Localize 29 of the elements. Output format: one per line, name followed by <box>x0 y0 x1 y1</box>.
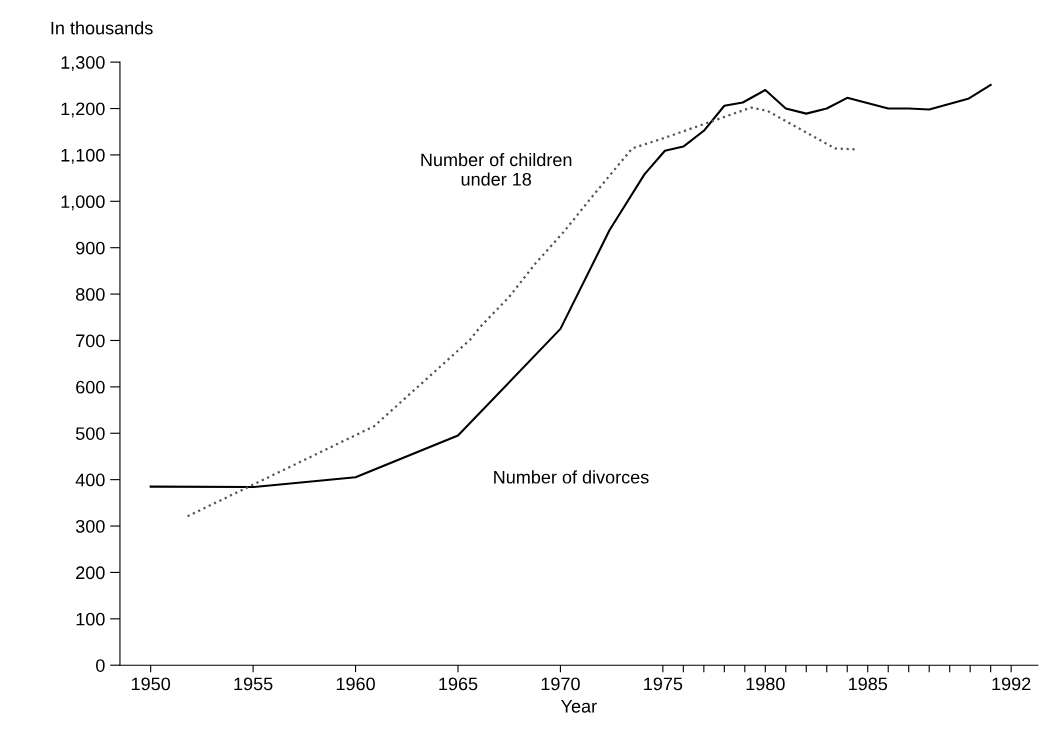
y-tick-label: 1,100 <box>61 148 105 164</box>
x-tick-label: 1992 <box>992 677 1031 691</box>
x-axis-title: Year <box>561 700 597 713</box>
y-tick-label: 300 <box>75 519 105 533</box>
x-tick-label: 1975 <box>644 677 683 691</box>
y-axis-title: In thousands <box>51 21 153 35</box>
y-tick-label: 600 <box>76 380 105 394</box>
x-tick-label: 1950 <box>131 677 171 691</box>
series-label: Number of children under 18 <box>421 152 572 186</box>
x-tick-label: 1970 <box>541 677 580 691</box>
x-tick-label: 1965 <box>439 677 478 691</box>
line-series <box>186 106 857 518</box>
x-tick-label: 1980 <box>746 677 785 691</box>
y-tick-label: 900 <box>76 241 105 255</box>
y-tick-label: 0 <box>96 659 105 672</box>
y-tick-label: 1,300 <box>61 56 105 71</box>
y-tick-label: 400 <box>75 473 105 487</box>
line-series <box>149 83 992 489</box>
y-tick-label: 100 <box>76 612 105 626</box>
x-tick-label: 1955 <box>234 677 273 691</box>
y-tick-label: 1,200 <box>61 102 105 118</box>
x-tick-label: 1985 <box>849 677 888 691</box>
y-tick-label: 1,000 <box>61 195 105 211</box>
y-tick-label: 500 <box>75 427 105 440</box>
y-tick-label: 700 <box>76 334 105 348</box>
text: Number of divorces <box>494 470 649 484</box>
x-tick-label: 1960 <box>336 677 375 691</box>
y-tick-label: 800 <box>76 288 105 301</box>
y-tick-label: 200 <box>76 566 105 580</box>
